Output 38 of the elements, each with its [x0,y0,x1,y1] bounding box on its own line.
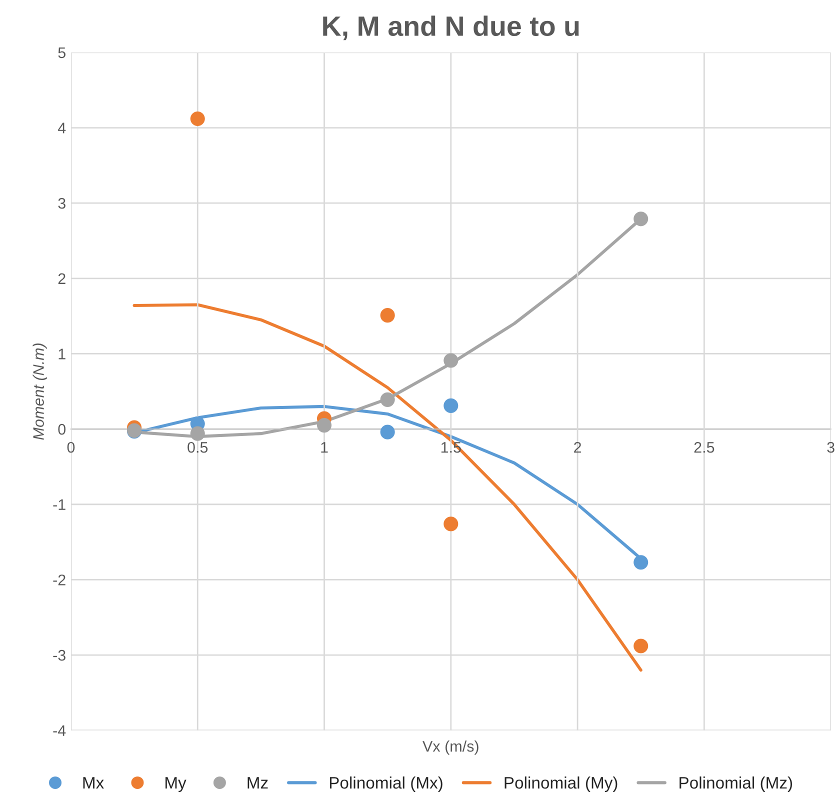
point [380,308,395,323]
legend-label: Mx [83,777,104,789]
point [380,392,395,407]
y-tick-label: -1 [53,499,66,510]
y-tick-label: 3 [58,198,66,209]
legend-label: Polinomial (My) [504,776,618,792]
y-tick-label: 5 [58,47,66,58]
x-tick-label: 0.5 [188,442,208,453]
point [444,516,458,532]
line-series [132,303,642,672]
y-tick-label: -2 [53,574,66,586]
legend-label: Mz [248,777,268,789]
point [444,353,458,368]
x-axis-title: Vx (m/s) [422,740,478,755]
legend-label: Polinomial (Mx) [330,776,442,792]
point [316,418,332,433]
y-axis-title: Moment (N.m) [32,343,47,440]
point [444,398,458,413]
legend-label: Polinomial (Mz) [680,776,792,792]
x-tick-label: 0 [67,442,75,453]
x-tick-label: 2.5 [694,442,714,453]
y-tick-label: -3 [53,650,66,661]
point [190,111,205,126]
chart-title: K, M and N due to u [323,16,579,40]
y-tick-label: 1 [58,348,66,360]
y-tick-label: 2 [58,273,66,284]
legend-label: My [166,777,186,792]
y-tick-label: 0 [58,424,66,435]
point [634,638,648,654]
x-tick-label: 1 [321,442,328,453]
point [190,426,205,441]
y-tick-label: -4 [53,725,66,736]
y-tick-label: 4 [58,122,66,134]
point [634,555,648,570]
x-tick-label: 2 [574,442,582,453]
x-tick-label: 3 [827,442,834,453]
point [634,212,648,226]
point [380,424,395,440]
